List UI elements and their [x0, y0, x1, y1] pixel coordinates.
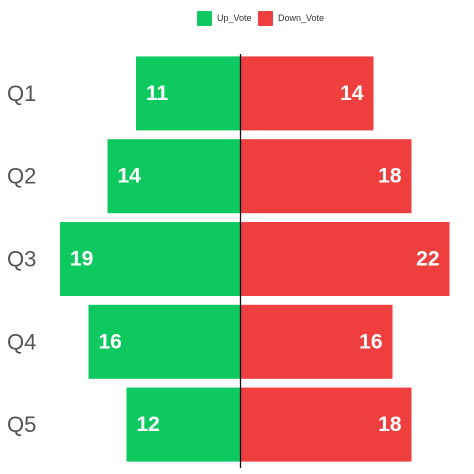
tick-label-q4: Q4	[7, 329, 36, 354]
bar-up-vote-q2	[107, 139, 241, 214]
data-label-up-vote-q5: 12	[137, 413, 160, 436]
data-label-down-vote-q5: 18	[378, 413, 402, 436]
legend-item-down-vote[interactable]: Down_Vote	[258, 10, 324, 26]
legend-label-down-vote: Down_Vote	[278, 13, 325, 23]
data-label-down-vote-q2: 18	[378, 165, 402, 188]
data-label-down-vote-q3: 22	[416, 248, 439, 271]
legend: Up_Vote Down_Vote	[0, 10, 474, 26]
tick-label-q5: Q5	[7, 412, 36, 437]
tick-label-q3: Q3	[7, 247, 36, 272]
data-label-up-vote-q3: 19	[70, 248, 93, 271]
bar-down-vote-q2	[240, 139, 412, 214]
data-label-up-vote-q1: 11	[146, 82, 169, 105]
legend-swatch-up-vote	[197, 10, 212, 26]
bar-up-vote-q3	[60, 222, 241, 296]
bar-up-vote-q5	[126, 387, 241, 462]
bar-down-vote-q1	[240, 56, 374, 131]
bar-up-vote-q1	[136, 56, 241, 131]
tick-label-q2: Q2	[7, 164, 36, 189]
bar-up-vote-q4	[88, 304, 241, 379]
tick-label-q1: Q1	[7, 81, 36, 106]
legend-item-up-vote[interactable]: Up_Vote	[197, 10, 252, 26]
bar-down-vote-q3	[240, 222, 450, 296]
bar-down-vote-q5	[240, 387, 412, 462]
bar-down-vote-q4	[240, 304, 393, 379]
legend-swatch-down-vote	[258, 10, 273, 26]
data-label-down-vote-q1: 14	[340, 82, 364, 105]
data-label-down-vote-q4: 16	[359, 330, 382, 353]
data-label-up-vote-q2: 14	[118, 165, 142, 188]
data-label-up-vote-q4: 16	[99, 330, 122, 353]
legend-label-up-vote: Up_Vote	[217, 13, 252, 23]
